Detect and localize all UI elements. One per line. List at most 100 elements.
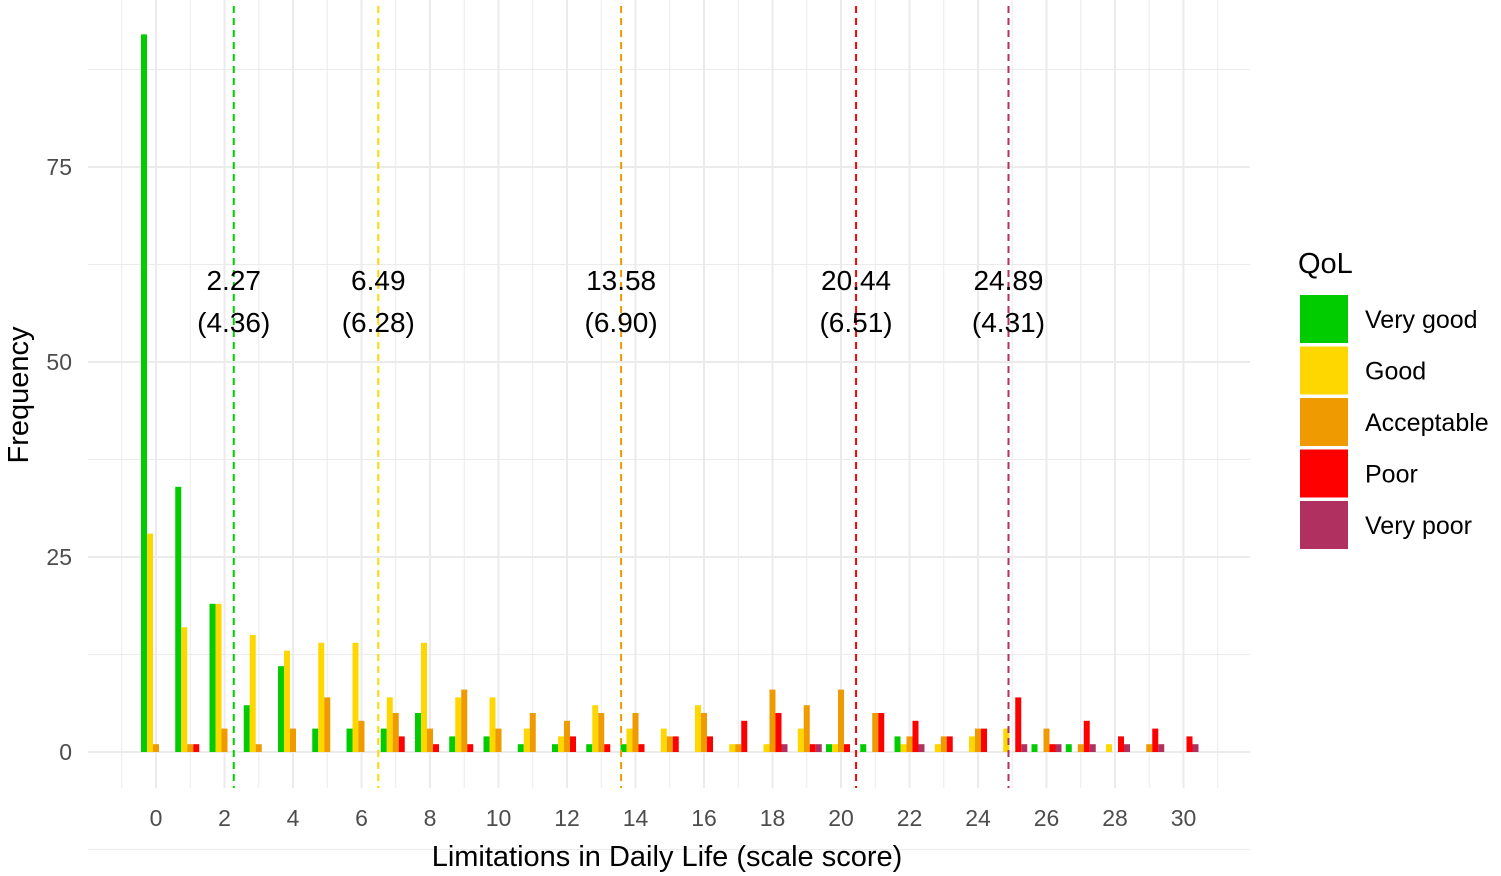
- legend-label: Poor: [1365, 461, 1418, 489]
- bar-acceptable: [187, 744, 194, 752]
- legend-swatch: [1300, 398, 1348, 446]
- x-tick-label: 2: [218, 805, 231, 831]
- x-tick-label: 6: [355, 805, 368, 831]
- bar-good: [797, 728, 804, 752]
- mean-sd-label: (4.36): [197, 307, 270, 338]
- bar-poor: [1186, 736, 1193, 752]
- bar-poor: [844, 744, 850, 752]
- bar-acceptable: [632, 713, 639, 752]
- legend-label: Acceptable: [1365, 409, 1489, 437]
- bar-acceptable: [324, 697, 331, 752]
- bar-acceptable: [940, 736, 947, 752]
- x-axis-ticks: 0 2 4 6 8 10 12 14 16 18 20 22 24 26 28 30: [150, 805, 1197, 831]
- bar-acceptable: [701, 713, 707, 752]
- bar-acceptable: [255, 744, 262, 752]
- bar-poor: [193, 744, 200, 752]
- bar-poor: [981, 728, 987, 752]
- x-tick-label: 14: [623, 805, 649, 831]
- bar-good: [900, 744, 907, 752]
- x-tick-label: 4: [287, 805, 300, 831]
- mean-lines: 2.27 (4.36) 6.49 (6.28) 13.58 (6.90) 20.44 (6.5…: [197, 6, 1045, 788]
- bar-very-good: [483, 736, 490, 752]
- bar-good: [763, 744, 770, 752]
- mean-sd-label: (6.90): [585, 307, 658, 338]
- bar-good: [147, 533, 153, 752]
- mean-value-label: 6.49: [351, 265, 406, 296]
- bar-good: [318, 642, 325, 752]
- bar-poor: [1049, 744, 1056, 752]
- bar-acceptable: [392, 713, 399, 752]
- bar-acceptable: [769, 689, 776, 752]
- bar-very-good: [449, 736, 456, 752]
- mean-value-label: 2.27: [206, 265, 261, 296]
- x-tick-label: 12: [554, 805, 580, 831]
- bar-very-good: [243, 705, 250, 752]
- y-axis-ticks: 0 25 50 75: [46, 154, 72, 765]
- x-tick-label: 30: [1171, 805, 1197, 831]
- bar-acceptable: [529, 713, 536, 752]
- bar-very-good: [552, 744, 558, 752]
- legend-label: Very good: [1365, 306, 1478, 334]
- bar-good: [523, 728, 530, 752]
- bar-very-poor: [1192, 744, 1199, 752]
- bar-very-good: [894, 736, 901, 752]
- x-axis-title: Limitations in Daily Life (scale score): [432, 841, 903, 873]
- mean-sd-label: (4.31): [972, 307, 1045, 338]
- bar-good: [352, 642, 359, 752]
- bar-very-good: [620, 744, 627, 752]
- bar-good: [249, 635, 256, 752]
- y-axis-title: Frequency: [3, 326, 35, 464]
- bar-good: [660, 728, 667, 752]
- bar-poor: [912, 720, 919, 752]
- legend-label: Very poor: [1365, 512, 1472, 540]
- bar-poor: [433, 744, 439, 752]
- legend-swatch: [1300, 346, 1348, 395]
- bar-very-good: [826, 744, 832, 752]
- bar-poor: [1152, 728, 1159, 752]
- bar-very-poor: [1021, 744, 1028, 752]
- legend-label: Good: [1365, 358, 1426, 386]
- bar-good: [181, 627, 188, 752]
- bar-good: [729, 744, 736, 752]
- grid-lines: [88, 0, 1250, 850]
- bar-very-poor: [918, 744, 925, 752]
- bar-good: [386, 697, 393, 752]
- bar-poor: [741, 720, 748, 752]
- y-tick-label: 50: [46, 349, 72, 375]
- bar-poor: [672, 736, 679, 752]
- bar-good: [1106, 744, 1112, 752]
- bar-very-poor: [1055, 744, 1062, 752]
- bar-acceptable: [564, 720, 570, 752]
- bar-poor: [570, 736, 576, 752]
- bar-acceptable: [803, 705, 810, 752]
- bar-acceptable: [358, 720, 365, 752]
- y-tick-label: 0: [59, 739, 72, 765]
- bar-acceptable: [1043, 728, 1050, 752]
- bar-very-good: [517, 744, 524, 752]
- bar-poor: [707, 736, 713, 752]
- bar-good: [969, 736, 975, 752]
- x-tick-label: 22: [897, 805, 923, 831]
- bar-very-poor: [781, 744, 788, 752]
- legend-title: QoL: [1298, 248, 1353, 280]
- mean-value-label: 20.44: [821, 265, 891, 296]
- bar-good: [455, 697, 462, 752]
- mean-value-label: 13.58: [586, 265, 656, 296]
- bar-very-good: [278, 666, 284, 752]
- bar-very-poor: [1158, 744, 1165, 752]
- bar-acceptable: [290, 728, 296, 752]
- bar-good: [832, 744, 838, 752]
- y-tick-label: 25: [46, 544, 72, 570]
- mean-sd-label: (6.51): [819, 307, 892, 338]
- x-tick-label: 20: [828, 805, 854, 831]
- bar-good: [421, 642, 427, 752]
- bar-very-good: [415, 713, 421, 752]
- x-tick-label: 18: [760, 805, 786, 831]
- bar-poor: [1083, 720, 1090, 752]
- bar-good: [934, 744, 941, 752]
- bar-poor: [467, 744, 474, 752]
- bar-very-good: [586, 744, 593, 752]
- bar-poor: [878, 713, 885, 752]
- bar-poor: [398, 736, 405, 752]
- bar-very-good: [312, 728, 319, 752]
